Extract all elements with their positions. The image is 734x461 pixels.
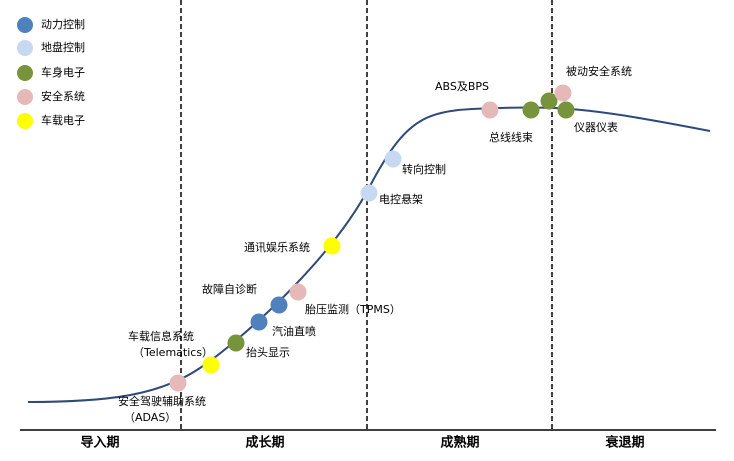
- node-dot: [227, 334, 245, 352]
- node-label: 通讯娱乐系统: [244, 240, 310, 254]
- node-label: 故障自诊断: [202, 282, 257, 296]
- legend-swatch: [17, 89, 33, 105]
- node-dot: [554, 84, 572, 102]
- node-label: 安全驾驶辅助系统: [118, 394, 206, 408]
- node-dot: [557, 101, 575, 119]
- node-label: 汽油直喷: [272, 324, 316, 338]
- node-label: 被动安全系统: [566, 64, 632, 78]
- legend-swatch: [17, 65, 33, 81]
- stage-label: 成熟期: [440, 435, 479, 451]
- node-dot: [169, 374, 187, 392]
- node-sublabel: （Telematics）: [133, 346, 213, 359]
- node-label: 车载信息系统: [128, 329, 194, 343]
- stage-label: 衰退期: [604, 435, 644, 451]
- legend-label: 地盘控制: [41, 40, 85, 54]
- node-label: 抬头显示: [246, 345, 290, 359]
- legend-swatch: [17, 40, 33, 56]
- node-label: 总线线束: [489, 130, 533, 144]
- node-dot: [250, 313, 268, 331]
- legend-label: 安全系统: [41, 89, 85, 103]
- stage-label: 成长期: [245, 435, 284, 451]
- node-label: 转向控制: [402, 162, 446, 176]
- node-dot: [540, 92, 558, 110]
- node-sublabel: （ADAS）: [124, 411, 176, 424]
- node-dot: [289, 283, 307, 301]
- node-dot: [202, 356, 220, 374]
- node-dot: [522, 101, 540, 119]
- node-dot: [360, 184, 378, 202]
- legend-label: 车身电子: [41, 65, 85, 79]
- node-label: 电控悬架: [379, 192, 423, 206]
- node-label: 胎压监测（TPMS）: [305, 302, 401, 316]
- node-dot: [323, 237, 341, 255]
- lifecycle-curve: [27, 106, 711, 403]
- node-label: 仪器仪表: [574, 120, 618, 134]
- legend-swatch: [17, 113, 33, 129]
- node-dot: [270, 296, 288, 314]
- node-label: ABS及BPS: [435, 80, 489, 93]
- legend-swatch: [17, 17, 33, 33]
- legend-label: 车载电子: [41, 113, 85, 127]
- node-dot: [481, 101, 499, 119]
- node-dot: [384, 150, 402, 168]
- legend-label: 动力控制: [41, 17, 85, 31]
- stage-label: 导入期: [80, 436, 119, 451]
